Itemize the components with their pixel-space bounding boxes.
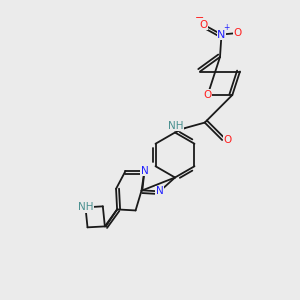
Text: N: N (156, 186, 164, 197)
Text: +: + (223, 23, 229, 32)
Text: O: O (224, 135, 232, 145)
Text: O: O (234, 28, 242, 38)
Text: N: N (217, 29, 226, 40)
Text: O: O (200, 20, 208, 30)
Text: N: N (140, 166, 148, 176)
Text: O: O (203, 90, 212, 100)
Text: NH: NH (78, 202, 93, 212)
Text: −: − (195, 13, 204, 23)
Text: NH: NH (168, 121, 184, 130)
